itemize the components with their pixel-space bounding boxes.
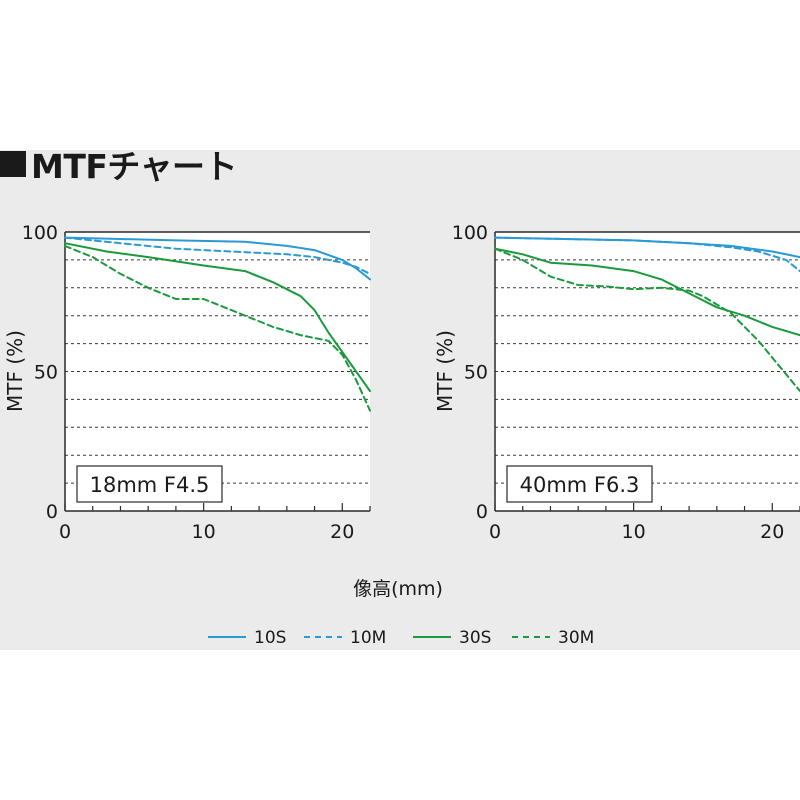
heading-text: MTFチャート xyxy=(31,147,238,186)
series-line-30m xyxy=(64,244,371,412)
series-line-30s xyxy=(494,247,800,337)
series-line-10m xyxy=(494,236,800,273)
series-line-30m xyxy=(494,247,800,392)
heading-square-icon xyxy=(0,151,26,177)
legend-label-10m: 10M xyxy=(350,628,386,648)
x-tick-label: 0 xyxy=(59,521,71,543)
y-tick-label: 0 xyxy=(476,501,488,523)
mtf-chart-1: 0 50 100 0 10 20 MTF (%) 18mm F4.5 xyxy=(3,222,371,543)
inset-label: 40mm F6.3 xyxy=(520,473,640,497)
y-tick-label: 0 xyxy=(46,501,58,523)
legend-label-30s: 30S xyxy=(459,628,491,648)
legend: 10S 10M 30S 30M xyxy=(208,628,594,648)
y-axis-label: MTF (%) xyxy=(433,330,457,412)
x-tick-label: 10 xyxy=(622,521,646,543)
inset-label-box xyxy=(76,465,223,503)
inset-label-box xyxy=(506,465,653,503)
series-line-30s xyxy=(64,242,371,392)
x-axis-label: 像高(mm) xyxy=(353,578,443,600)
y-tick-label: 100 xyxy=(452,222,488,244)
y-tick-label: 50 xyxy=(464,362,488,384)
series-line-10m xyxy=(64,236,371,275)
mtf-chart-2: 0 50 100 0 10 20 MTF (%) 40mm F6.3 xyxy=(433,222,800,543)
legend-label-30m: 30M xyxy=(558,628,594,648)
x-tick-label: 0 xyxy=(489,521,501,543)
y-axis-label: MTF (%) xyxy=(3,330,27,412)
x-tick-label: 10 xyxy=(192,521,216,543)
chart-heading: MTFチャート xyxy=(0,144,238,186)
x-tick-label: 20 xyxy=(330,521,354,543)
legend-label-10s: 10S xyxy=(254,628,286,648)
series-line-10s xyxy=(64,236,371,281)
y-tick-label: 100 xyxy=(22,222,58,244)
y-tick-label: 50 xyxy=(34,362,58,384)
inset-label: 18mm F4.5 xyxy=(90,473,210,497)
x-tick-label: 20 xyxy=(760,521,784,543)
